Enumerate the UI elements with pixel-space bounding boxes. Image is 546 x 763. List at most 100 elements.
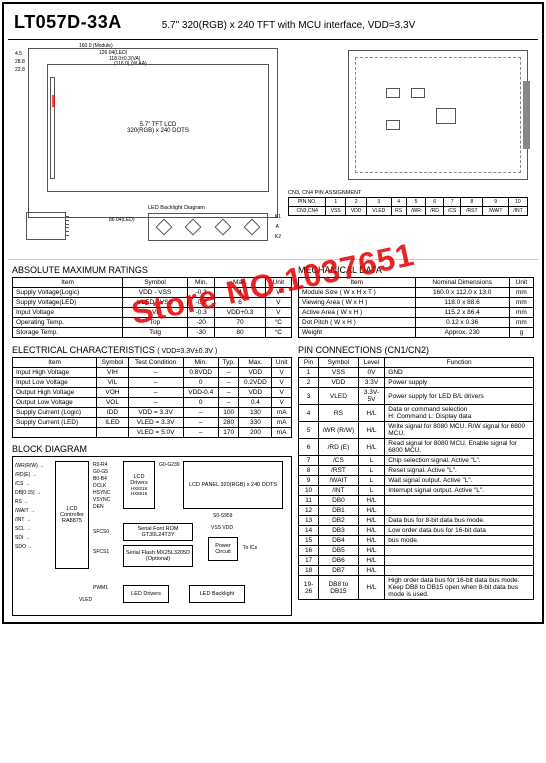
table-row: 16DB5H/L <box>299 546 534 556</box>
cell: 70 <box>215 318 265 328</box>
table-row: Viewing Area ( W x H )118.0 x 88.6mm <box>299 298 534 308</box>
rgb-label: DCLK <box>93 483 111 489</box>
cell: 7 <box>299 456 319 466</box>
dim-l1: 28.8 <box>15 59 25 65</box>
cell: H/L <box>358 566 385 576</box>
pin-conn-table: PinSymbolLevelFunction 1VSS0VGND2VDD3.3V… <box>298 357 534 600</box>
dim-l0: 4.5 <box>15 51 22 57</box>
abs-max-title: ABSOLUTE MAXIMUM RATINGS <box>12 265 292 275</box>
cell: Storage Temp. <box>13 328 123 338</box>
cell: mm <box>509 288 533 298</box>
signal-label: DB[0:15] → <box>15 490 44 496</box>
cell: Reset signal. Active "L". <box>385 466 534 476</box>
cell: 11 <box>299 496 319 506</box>
table-row: Active Area ( W x H )115.2 x 86.4mm <box>299 308 534 318</box>
ic <box>436 108 456 124</box>
cell: – <box>218 378 238 388</box>
front-view: 160.0 (Module) 126.04(LED) 118.0±0.3(VA)… <box>28 48 278 218</box>
cell: Viewing Area ( W x H ) <box>299 298 416 308</box>
cell: GND <box>385 368 534 378</box>
cell: Active Area ( W x H ) <box>299 308 416 318</box>
bl-a: A <box>276 224 279 230</box>
font-rom-box: Serial Font ROM GT30L24T3Y <box>123 523 193 541</box>
cell: Power supply <box>385 378 534 388</box>
cell: 1 <box>326 198 346 207</box>
cell: VLED - VSS <box>123 298 188 308</box>
col-header: Typ. <box>218 358 238 368</box>
cell: 4 <box>391 198 406 207</box>
rgb-label: VSYNC <box>93 497 111 503</box>
cell: VDD <box>346 207 367 216</box>
red-mark <box>52 95 55 107</box>
table-row: 14DB3H/LLow order data bus for 16-bit da… <box>299 526 534 536</box>
cell: 0 <box>183 398 218 408</box>
cell: 13 <box>299 516 319 526</box>
table-row: Supply Voltage(LED)VLED - VSS-0.36V <box>13 298 292 308</box>
cell: VLED <box>319 388 359 405</box>
cell: DB1 <box>319 506 359 516</box>
table-row: Dot Pitch ( W x H )0.12 x 0.36mm <box>299 318 534 328</box>
cell: 6 <box>299 439 319 456</box>
table-row: Output High VoltageVOH–VDD-0.4–VDDV <box>13 388 292 398</box>
cell: 15 <box>299 536 319 546</box>
table-row: Supply Voltage(Logic)VDD - VSS-0.34V <box>13 288 292 298</box>
cell: DB7 <box>319 566 359 576</box>
cell: – <box>183 408 218 418</box>
cell: 2 <box>346 198 367 207</box>
cell: 3 <box>366 198 391 207</box>
cell: 130 <box>239 408 272 418</box>
ic <box>386 120 400 130</box>
cell: /CS <box>319 456 359 466</box>
cell: H/L <box>358 405 385 422</box>
cell: VDD <box>319 378 359 388</box>
cell: /INT <box>508 207 527 216</box>
backlight-title: LED Backlight Diagram <box>148 205 268 211</box>
lcd-label: 5.7" TFT LCD 320(RGB) x 240 DOTS <box>127 122 189 134</box>
table-row: Supply Current (LED)ILEDVLED = 3.3V–2803… <box>13 418 292 428</box>
cell: H/L <box>358 536 385 546</box>
cell: /RST <box>319 466 359 476</box>
cell: -0.3 <box>187 298 214 308</box>
cell: g <box>509 328 533 338</box>
cell: mm <box>509 308 533 318</box>
dim-bottom: 86.04(LED) <box>109 217 135 223</box>
cell: Tstg <box>123 328 188 338</box>
cell: 3 <box>299 388 319 405</box>
pcb-outline <box>355 57 521 173</box>
signal-label: /WR(R/W) → <box>15 463 44 469</box>
cell: RS <box>391 207 406 216</box>
col-header: Level <box>358 358 385 368</box>
cell: DB5 <box>319 546 359 556</box>
cell: Interrupt signal output. Active "L". <box>385 486 534 496</box>
cell: 6 <box>215 298 265 308</box>
table-row: Output Low VoltageVOL–0–0.4V <box>13 398 292 408</box>
cell: H/L <box>358 576 385 600</box>
cell: 1 <box>299 368 319 378</box>
signal-label: RS → <box>15 499 44 505</box>
subtitle: 5.7" 320(RGB) x 240 TFT with MCU interfa… <box>162 20 416 31</box>
drv-title: LCD Drivers <box>125 474 153 486</box>
cell: 4 <box>299 405 319 422</box>
side-pins <box>66 215 69 237</box>
cell: 7 <box>444 198 461 207</box>
cell: /RD (E) <box>319 439 359 456</box>
cell: 18 <box>299 566 319 576</box>
cell <box>13 428 97 438</box>
cell: -30 <box>187 328 214 338</box>
cell: Approx. 230 <box>415 328 509 338</box>
signal-label: SDI → <box>15 535 44 541</box>
sfcs0: SFCS0 <box>93 529 109 535</box>
cell: 330 <box>239 418 272 428</box>
table-row: 3VLED3.3V-5VPower supply for LED B/L dri… <box>299 388 534 405</box>
cell: 9 <box>483 198 509 207</box>
rear-view <box>348 50 528 180</box>
cell: Power supply for LED B/L drivers <box>385 388 534 405</box>
cell: High order data bus for 16-bit data bus … <box>385 576 534 600</box>
cell: 17 <box>299 556 319 566</box>
led-backlight-box: LED Backlight <box>189 585 245 603</box>
cell <box>385 556 534 566</box>
cell: Write signal for 8080 MCU. R/W signal fo… <box>385 422 534 439</box>
cell: Supply Voltage(Logic) <box>13 288 123 298</box>
cell: CN3,CN4 <box>289 207 326 216</box>
cell: 3.3V-5V <box>358 388 385 405</box>
